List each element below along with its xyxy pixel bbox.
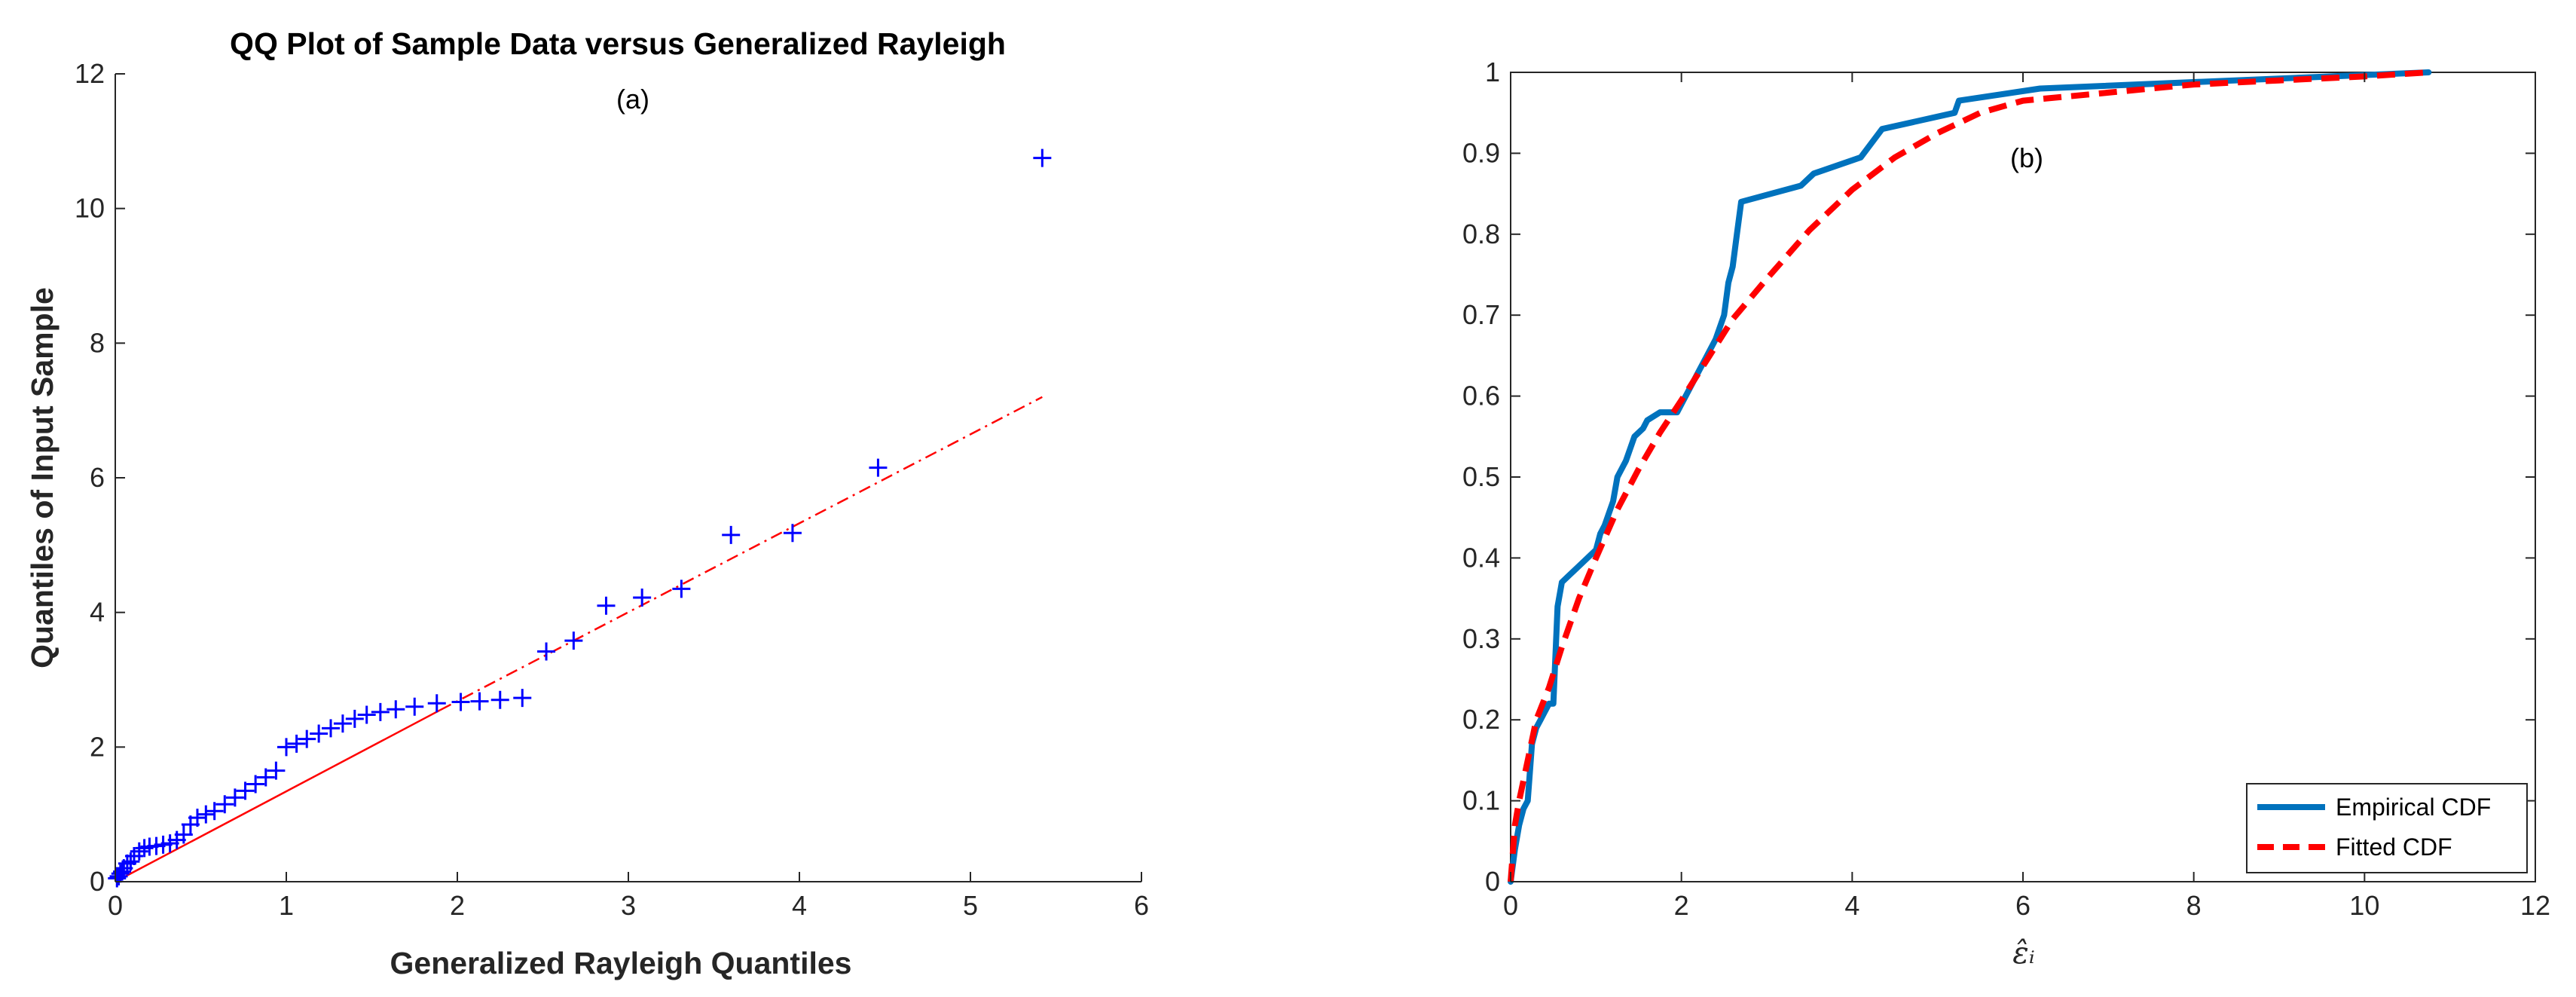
qq-point: [783, 524, 802, 543]
x-tick-label: 3: [621, 890, 636, 921]
y-tick-label: 0.7: [1462, 299, 1500, 330]
qq-point: [1033, 148, 1052, 167]
reference-line-solid: [115, 709, 441, 883]
qq-point: [427, 694, 446, 713]
y-tick-label: 0.9: [1462, 137, 1500, 168]
qq-point: [322, 719, 341, 738]
y-tick-label: 0.2: [1462, 704, 1500, 735]
qq-point: [345, 709, 364, 728]
qq-point: [451, 693, 470, 711]
y-tick-label: 0.3: [1462, 623, 1500, 654]
x-tick-label: 6: [2015, 890, 2031, 921]
qq-point: [197, 805, 215, 824]
qq-x-axis-label: Generalized Rayleigh Quantiles: [390, 946, 852, 980]
qq-point: [174, 825, 193, 844]
x-tick-label: 2: [1674, 890, 1689, 921]
x-tick-label: 8: [2186, 890, 2202, 921]
qq-point: [387, 700, 405, 719]
qq-point: [256, 768, 275, 787]
qq-point: [287, 734, 306, 753]
y-tick-label: 0: [90, 866, 105, 897]
cdf-x-ticks: 0 2 4 6 8 10 12: [1503, 72, 2550, 921]
qq-x-ticks: 0 1 2 3 4 5 6: [108, 872, 1149, 921]
qq-point: [633, 589, 652, 607]
x-tick-label: 12: [2520, 890, 2550, 921]
y-tick-label: 0.1: [1462, 785, 1500, 816]
fitted-cdf-line: [1508, 69, 2429, 882]
qq-point: [188, 809, 206, 827]
qq-point: [371, 702, 390, 721]
qq-point: [672, 580, 691, 598]
qq-point: [722, 525, 741, 544]
qq-point: [333, 714, 352, 733]
qq-point: [537, 642, 556, 661]
qq-point: [298, 729, 316, 748]
qq-plot-title: QQ Plot of Sample Data versus Generalize…: [230, 26, 1006, 61]
x-tick-label: 0: [108, 890, 123, 921]
x-tick-label: 2: [450, 890, 465, 921]
qq-point: [597, 596, 616, 615]
y-tick-label: 0: [1485, 866, 1500, 897]
x-tick-label: 6: [1134, 890, 1149, 921]
y-tick-label: 0.5: [1462, 461, 1500, 492]
cdf-legend: Empirical CDF Fitted CDF: [2246, 783, 2528, 873]
cdf-plot-marks: [1508, 69, 2432, 885]
qq-y-ticks: 0 2 4 6 8 10 12: [75, 58, 125, 897]
y-tick-label: 0.4: [1462, 542, 1500, 573]
qq-plot-area: [115, 74, 1141, 882]
legend-label-fitted: Fitted CDF: [2336, 833, 2452, 861]
cdf-plot-area: [1510, 72, 2536, 882]
x-tick-label: 4: [1844, 890, 1859, 921]
x-tick-label: 0: [1503, 890, 1518, 921]
x-tick-label: 10: [2349, 890, 2379, 921]
cdf-x-axis-label: ε̂ᵢ: [2012, 936, 2035, 971]
y-tick-label: 4: [90, 597, 105, 628]
qq-point: [513, 689, 532, 708]
qq-point: [490, 690, 509, 709]
qq-point: [869, 458, 888, 477]
legend-label-empirical: Empirical CDF: [2336, 794, 2491, 821]
qq-point: [405, 697, 424, 716]
x-tick-label: 5: [963, 890, 978, 921]
cdf-plot-annotation: (b): [2010, 142, 2043, 173]
qq-point: [236, 781, 255, 800]
qq-point: [357, 705, 376, 724]
qq-point: [470, 692, 489, 711]
qq-point: [310, 724, 328, 743]
x-tick-label: 1: [279, 890, 294, 921]
y-tick-label: 12: [75, 58, 105, 89]
y-tick-label: 1: [1485, 57, 1500, 87]
y-tick-label: 8: [90, 327, 105, 358]
qq-y-axis-label: Quantiles of Input Sample: [25, 287, 60, 668]
x-tick-label: 4: [792, 890, 807, 921]
qq-plot-annotation: (a): [616, 84, 649, 115]
cdf-plot-panel: 0 2 4 6 8 10 12 00.10.20.30.40.50.60.70.80.91 …: [1462, 57, 2550, 971]
y-tick-label: 0.6: [1462, 381, 1500, 411]
qq-point: [246, 775, 265, 794]
y-tick-label: 0.8: [1462, 219, 1500, 249]
qq-point: [215, 795, 234, 814]
cdf-legend-box: [2246, 783, 2528, 873]
qq-plot-marks: [108, 148, 1052, 888]
y-tick-label: 2: [90, 731, 105, 762]
qq-point: [267, 761, 286, 780]
qq-point: [205, 802, 224, 821]
empirical-cdf-line: [1508, 69, 2432, 885]
qq-point: [225, 788, 244, 807]
y-tick-label: 6: [90, 462, 105, 493]
reference-line-dashdot: [439, 396, 1043, 711]
cdf-y-ticks: 0 0.1 0.2 0.3 0.4 0.5 0.6 0.7 0.8 0.9 1: [1462, 57, 2535, 897]
qq-point: [277, 738, 295, 757]
qq-point: [564, 632, 583, 650]
y-tick-label: 10: [75, 193, 105, 224]
